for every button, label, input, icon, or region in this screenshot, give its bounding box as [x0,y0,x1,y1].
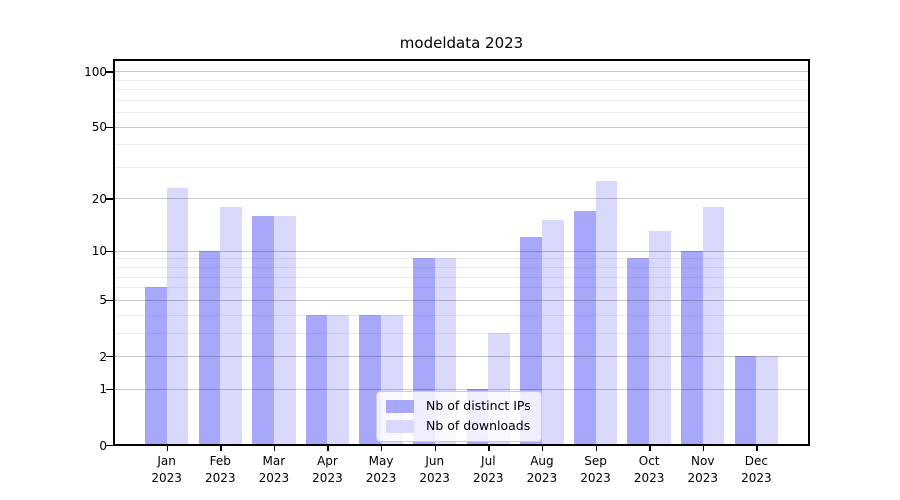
bar-downloads-nov [702,206,725,445]
x-tick-label: Aug 2023 [526,454,558,485]
y-tick-label: 5 [99,293,107,308]
bar-downloads-feb [220,206,242,445]
y-tick-mark [106,71,113,73]
plot-spine [114,60,116,445]
legend-item-downloads: Nb of downloads [386,418,531,434]
y-tick-mark [106,299,113,302]
y-tick-mark [106,388,113,391]
bar-downloads-aug [541,220,564,445]
bar-distinct-ips-jan [144,287,167,445]
x-tick-mark [220,446,222,451]
y-tick-label: 2 [99,349,107,364]
y-tick-mark [106,126,113,128]
y-tick-mark [106,198,113,200]
bar-downloads-mar [273,215,296,445]
bar-distinct-ips-feb [198,250,221,445]
x-tick-mark [488,446,490,451]
bar-distinct-ips-nov [681,250,703,445]
bar-distinct-ips-may [359,314,382,445]
plot-spine [807,60,809,445]
bar-distinct-ips-sep [573,210,596,445]
y-tick-label: 100 [84,64,107,79]
x-tick-label: Feb 2023 [204,454,236,485]
x-tick-mark [756,446,758,451]
bar-downloads-apr [327,314,350,445]
plot-spine [114,60,809,62]
x-tick-label: May 2023 [365,454,397,485]
x-tick-label: Jan 2023 [151,454,182,485]
x-tick-label: Mar 2023 [258,454,290,485]
y-tick-mark [106,356,113,358]
x-tick-label: Dec 2023 [741,454,772,485]
bar-downloads-sep [595,181,618,445]
y-tick-label: 20 [91,191,107,206]
x-tick-label: Jun 2023 [419,454,450,485]
x-tick-label: Apr 2023 [312,454,343,485]
y-tick-label: 10 [91,244,107,259]
x-tick-mark [381,446,383,451]
legend-label-distinct-ips: Nb of distinct IPs [426,398,531,413]
bar-distinct-ips-dec [734,356,757,445]
bar-downloads-jan [166,187,189,445]
bar-distinct-ips-mar [252,215,274,445]
x-tick-mark [434,446,437,451]
legend-label-downloads: Nb of downloads [426,418,531,434]
legend-swatch-distinct-ips-icon [386,399,414,413]
chart-title: modeldata 2023 [399,34,524,52]
y-tick-label: 1 [99,382,107,397]
plot-spine [114,443,809,445]
x-tick-label: Nov 2023 [687,454,719,485]
x-tick-mark [327,446,329,451]
legend: Nb of distinct IPs Nb of downloads [376,391,542,442]
bar-downloads-dec [756,356,779,445]
bar-downloads-oct [649,231,671,445]
legend-item-distinct-ips: Nb of distinct IPs [386,398,531,413]
y-tick-label: 0 [99,438,107,453]
y-tick-label: 50 [91,120,107,135]
x-tick-mark [595,446,597,451]
legend-swatch-downloads-icon [386,420,414,434]
y-tick-mark [106,250,113,253]
bar-distinct-ips-apr [305,314,328,445]
x-tick-label: Sep 2023 [580,454,611,485]
x-tick-mark [702,446,705,451]
x-tick-label: Jul 2023 [473,454,504,485]
x-tick-label: Oct 2023 [633,454,665,485]
x-tick-mark [166,446,168,451]
y-tick-mark [106,445,113,447]
x-tick-mark [273,446,276,451]
bar-distinct-ips-oct [627,258,650,445]
x-tick-mark [541,446,544,451]
x-tick-mark [649,446,651,451]
